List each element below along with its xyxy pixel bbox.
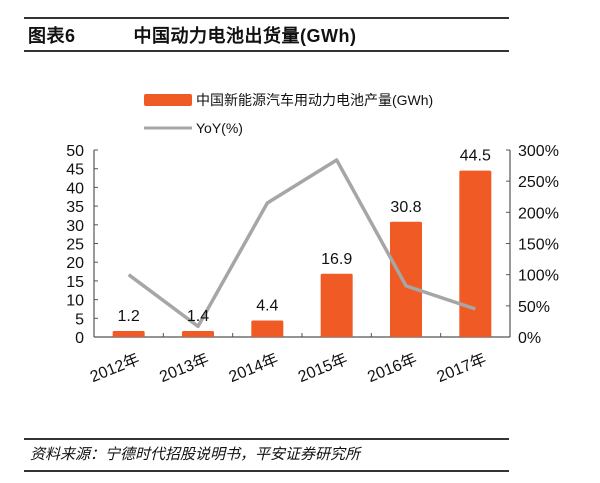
right-tick-label: 200%: [518, 205, 559, 222]
figure-header: 图表6 中国动力电池出货量(GWh): [28, 22, 357, 48]
x-tick-label: 2015年: [296, 350, 351, 386]
left-tick-label: 40: [66, 180, 84, 197]
bar-data-label: 44.5: [460, 148, 491, 165]
right-tick-label: 150%: [518, 237, 559, 254]
right-tick-label: 300%: [518, 143, 559, 160]
bar-data-label: 30.8: [390, 199, 421, 216]
footer-bottom-rule: [24, 470, 509, 472]
bar-data-label: 4.4: [256, 298, 278, 315]
header-top-rule: [24, 17, 509, 19]
legend-label-line: YoY(%): [196, 120, 243, 136]
x-tick-label: 2012年: [88, 350, 143, 386]
footer-top-rule: [24, 438, 509, 440]
bar: [390, 221, 422, 337]
left-tick-label: 30: [66, 218, 84, 235]
left-tick-label: 25: [66, 237, 84, 254]
legend-swatch-bar: [144, 94, 192, 106]
legend: 中国新能源汽车用动力电池产量(GWh) YoY(%): [144, 92, 433, 136]
left-tick-label: 35: [66, 199, 84, 216]
bar: [459, 170, 492, 337]
x-tick-label: 2013年: [157, 350, 212, 386]
left-tick-label: 50: [66, 143, 84, 160]
source-note: 资料来源：宁德时代招股说明书，平安证券研究所: [30, 446, 361, 463]
left-tick-label: 5: [75, 311, 84, 328]
legend-label-bar: 中国新能源汽车用动力电池产量(GWh): [196, 92, 433, 108]
header-bottom-rule: [24, 50, 509, 52]
left-tick-label: 10: [66, 293, 84, 310]
figure-number: 图表6: [28, 26, 76, 46]
bar-data-label: 1.2: [118, 308, 140, 325]
figure-title: 中国动力电池出货量(GWh): [133, 26, 357, 46]
right-tick-label: 50%: [518, 299, 550, 316]
left-tick-label: 15: [66, 274, 84, 291]
bar: [112, 331, 145, 337]
yoy-line: [127, 158, 476, 329]
right-tick-label: 0%: [518, 330, 541, 347]
left-tick-label: 45: [66, 162, 84, 179]
bar: [251, 320, 284, 337]
right-tick-label: 100%: [518, 268, 559, 285]
bar: [182, 331, 214, 337]
bar-data-label: 16.9: [321, 251, 352, 268]
right-tick-label: 250%: [518, 174, 559, 191]
bar: [320, 273, 353, 337]
left-tick-label: 0: [75, 330, 84, 347]
x-tick-label: 2016年: [365, 350, 420, 386]
bar-data-label: 1.4: [187, 308, 209, 325]
x-tick-label: 2014年: [226, 350, 281, 386]
x-tick-label: 2017年: [434, 350, 489, 386]
left-tick-label: 20: [66, 255, 84, 272]
